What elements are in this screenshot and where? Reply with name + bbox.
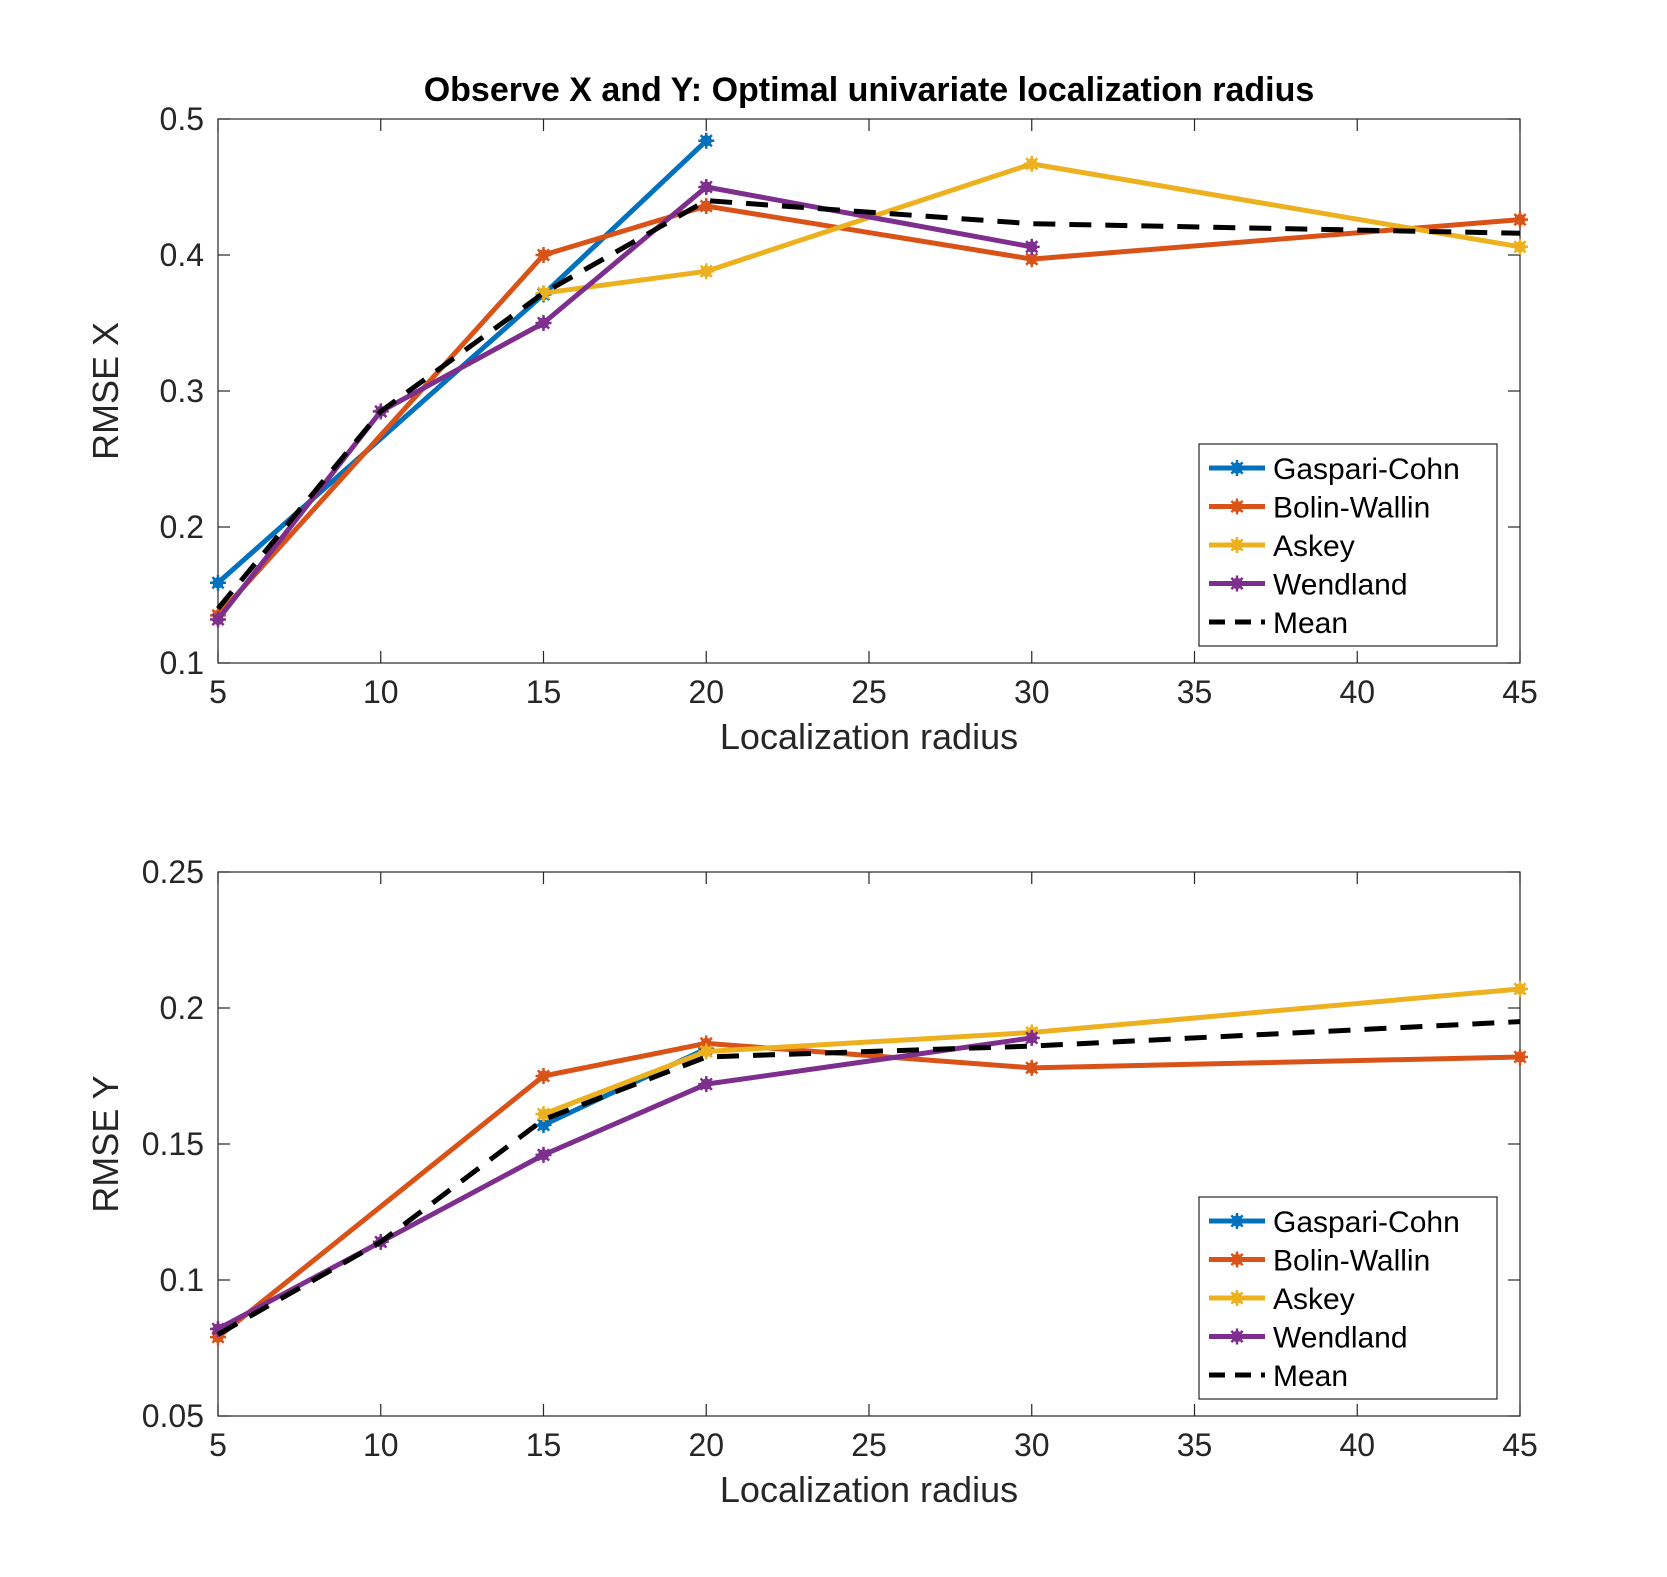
legend-item-askey: Askey xyxy=(1209,530,1355,563)
series-mean xyxy=(216,198,1521,611)
legend-item-askey: Askey xyxy=(1209,1283,1355,1316)
data-point-bolin-wallin xyxy=(1512,1048,1528,1065)
legend-item-wendland: Wendland xyxy=(1209,1322,1408,1355)
series-bolin-wallin xyxy=(210,1035,1528,1346)
chart-panel-rmse-y: 5 10 15 20 25 30 35 40 45 0.05 0.1 0.15 0.2 0.25 Local… xyxy=(85,854,1538,1510)
data-point-wendland xyxy=(698,1076,715,1093)
chart-title: Observe X and Y: Optimal univariate loca… xyxy=(424,71,1315,109)
series-mean xyxy=(216,1019,1521,1337)
x-tick-label: 35 xyxy=(1177,1427,1213,1463)
legend-item-bolin-wallin: Bolin-Wallin xyxy=(1209,1245,1430,1278)
data-point-wendland xyxy=(1023,1029,1040,1046)
legend-marker xyxy=(1229,1251,1245,1268)
legend-marker xyxy=(1229,1328,1245,1345)
data-point-bolin-wallin xyxy=(1023,251,1040,268)
legend-marker xyxy=(1229,498,1245,515)
series-line-mean xyxy=(216,1019,1521,1337)
data-point-bolin-wallin xyxy=(1512,211,1528,228)
x-tick-label: 30 xyxy=(1014,674,1050,710)
chart-panel-rmse-x: 5 10 15 20 25 30 35 40 45 0.1 0.2 0.3 0.4 0.5 Localiza… xyxy=(85,71,1538,757)
legend-item-mean: Mean xyxy=(1209,1360,1348,1393)
legend: Gaspari-Cohn Bolin-Wallin Askey Wendland Mea… xyxy=(1198,1196,1498,1400)
data-point-askey xyxy=(1512,980,1528,997)
data-point-bolin-wallin xyxy=(535,247,552,263)
y-tick-label: 0.1 xyxy=(160,645,204,681)
legend-label: Gaspari-Cohn xyxy=(1273,1206,1460,1239)
legend-marker xyxy=(1229,1290,1245,1306)
data-point-wendland xyxy=(1023,238,1040,255)
series-line-askey xyxy=(542,986,1521,1117)
x-tick-label: 45 xyxy=(1502,674,1538,710)
legend-label: Bolin-Wallin xyxy=(1273,1245,1430,1278)
y-tick-label: 0.3 xyxy=(160,373,204,409)
x-tick-label: 25 xyxy=(851,674,887,710)
data-point-askey xyxy=(1512,238,1528,255)
x-axis-label: Localization radius xyxy=(720,1469,1018,1510)
x-tick-label: 5 xyxy=(209,674,227,710)
legend-label: Bolin-Wallin xyxy=(1273,492,1430,525)
y-tick-label: 0.5 xyxy=(160,101,204,137)
legend-marker xyxy=(1229,575,1245,592)
legend-item-gaspari-cohn: Gaspari-Cohn xyxy=(1209,453,1460,486)
x-tick-label: 25 xyxy=(851,1427,887,1463)
x-tick-label: 40 xyxy=(1339,1427,1375,1463)
x-axis-label: Localization radius xyxy=(720,716,1018,757)
x-tick-label: 20 xyxy=(688,1427,724,1463)
x-tick-label: 35 xyxy=(1177,674,1213,710)
y-tick-label: 0.1 xyxy=(160,1262,204,1298)
y-tick-label: 0.15 xyxy=(142,1126,204,1162)
data-point-gaspari-cohn xyxy=(210,574,226,591)
y-axis-label: RMSE Y xyxy=(85,1075,126,1212)
data-point-bolin-wallin xyxy=(535,1068,552,1084)
series-line-mean xyxy=(216,198,1521,611)
legend-label: Gaspari-Cohn xyxy=(1273,453,1460,486)
legend-item-gaspari-cohn: Gaspari-Cohn xyxy=(1209,1206,1460,1239)
legend-item-bolin-wallin: Bolin-Wallin xyxy=(1209,492,1430,525)
x-tick-label: 20 xyxy=(688,674,724,710)
data-point-askey xyxy=(698,263,715,280)
legend-label: Mean xyxy=(1273,1360,1348,1393)
data-point-wendland xyxy=(210,611,226,628)
legend-marker xyxy=(1229,1213,1245,1229)
data-point-askey xyxy=(535,1106,552,1123)
x-tick-label: 30 xyxy=(1014,1427,1050,1463)
data-point-gaspari-cohn xyxy=(698,132,715,149)
y-axis-label: RMSE X xyxy=(85,322,126,460)
legend-item-wendland: Wendland xyxy=(1209,569,1408,602)
legend-label: Mean xyxy=(1273,607,1348,640)
y-tick-label: 0.2 xyxy=(160,509,204,545)
legend-label: Wendland xyxy=(1273,569,1408,602)
data-point-askey xyxy=(1023,155,1040,172)
legend: Gaspari-Cohn Bolin-Wallin Askey Wendland Mea… xyxy=(1198,443,1498,647)
data-point-bolin-wallin xyxy=(1023,1059,1040,1076)
x-tick-label: 45 xyxy=(1502,1427,1538,1463)
legend-label: Askey xyxy=(1273,530,1355,563)
data-point-wendland xyxy=(535,1146,552,1163)
legend-label: Askey xyxy=(1273,1283,1355,1316)
x-tick-label: 10 xyxy=(363,674,399,710)
data-point-wendland xyxy=(698,179,715,195)
data-point-wendland xyxy=(535,315,552,331)
legend-marker xyxy=(1229,537,1245,553)
x-tick-label: 10 xyxy=(363,1427,399,1463)
legend-item-mean: Mean xyxy=(1209,607,1348,640)
y-tick-label: 0.05 xyxy=(142,1398,204,1434)
y-tick-label: 0.25 xyxy=(142,854,204,890)
x-tick-label: 5 xyxy=(209,1427,227,1463)
legend-marker xyxy=(1229,460,1245,476)
data-point-bolin-wallin xyxy=(698,198,715,215)
legend-label: Wendland xyxy=(1273,1322,1408,1355)
y-tick-label: 0.4 xyxy=(160,237,204,273)
x-tick-label: 40 xyxy=(1339,674,1375,710)
x-tick-label: 15 xyxy=(526,674,562,710)
x-tick-label: 15 xyxy=(526,1427,562,1463)
y-tick-label: 0.2 xyxy=(160,990,204,1026)
series-wendland xyxy=(210,179,1040,628)
data-point-askey xyxy=(698,1043,715,1060)
